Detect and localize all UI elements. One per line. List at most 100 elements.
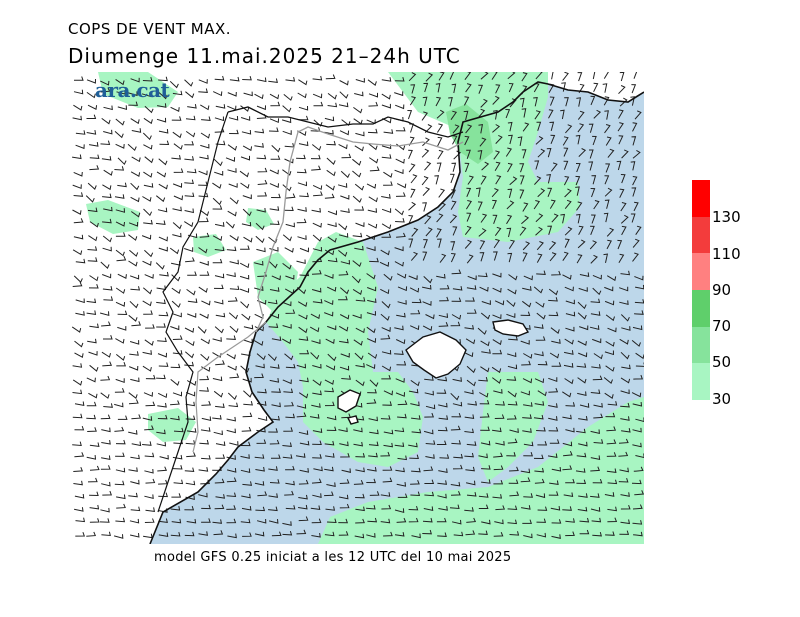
wind-barb: [73, 104, 83, 111]
wind-barb: [88, 351, 98, 356]
wind-barb: [87, 427, 97, 432]
wind-barb: [72, 281, 83, 287]
wind-barb: [479, 399, 490, 405]
wind-barb: [438, 322, 449, 327]
wind-barb: [465, 530, 476, 536]
wind-barb: [452, 124, 460, 134]
wind-barb: [86, 310, 97, 315]
border-spain-france: [227, 106, 464, 138]
wind-barb: [578, 225, 584, 236]
wind-barb: [215, 312, 226, 318]
wind-barb: [268, 519, 279, 524]
wind-barb: [508, 239, 516, 249]
wind-barb: [324, 387, 335, 393]
wind-barb: [184, 79, 194, 87]
wind-barb: [592, 531, 602, 537]
wind-barb: [533, 454, 544, 460]
wind-barb: [562, 465, 573, 471]
wind-barb: [480, 440, 491, 446]
wind-barb: [240, 518, 251, 524]
colorbar-segment: [692, 326, 710, 364]
wind-barb: [256, 439, 267, 444]
wind-barb: [341, 468, 351, 473]
wind-barb: [86, 114, 97, 119]
wind-barb: [576, 213, 581, 224]
wind-barb: [466, 441, 477, 446]
wind-barb: [618, 85, 626, 95]
wind-barb: [477, 272, 488, 278]
wind-barb: [255, 235, 265, 244]
wind-barb: [339, 503, 350, 509]
wind-barb: [299, 377, 309, 383]
wind-barb: [519, 189, 525, 199]
wind-barb: [381, 154, 392, 159]
wind-barb: [184, 208, 194, 214]
wind-barb: [563, 147, 569, 157]
wind-barb: [451, 519, 462, 525]
wind-barb: [131, 414, 142, 420]
wind-barb: [478, 530, 488, 535]
wind-barb: [590, 188, 596, 198]
wind-barb: [536, 532, 547, 538]
wind-barb: [339, 365, 350, 371]
wind-barb: [199, 260, 209, 266]
wind-barb: [537, 188, 546, 198]
wind-barb: [143, 208, 153, 217]
wind-barb: [130, 77, 140, 83]
wind-barbs: [71, 72, 644, 539]
wind-barb: [226, 477, 237, 483]
wind-barb: [324, 531, 335, 537]
wind-barb: [437, 493, 447, 499]
wind-barb: [631, 187, 637, 197]
wind-barb: [282, 301, 292, 307]
wind-barb: [257, 388, 267, 394]
wind-barb: [269, 169, 279, 175]
wind-barb: [324, 466, 334, 472]
wind-barb: [507, 352, 517, 358]
wind-barb: [89, 142, 99, 147]
wind-barb: [115, 208, 126, 213]
wind-barb: [408, 136, 415, 146]
wind-barb: [201, 416, 212, 422]
wind-barb: [171, 116, 182, 121]
wind-barb: [72, 209, 82, 215]
wind-barb: [591, 175, 597, 185]
wind-barb: [100, 414, 111, 420]
wind-barb: [115, 378, 125, 383]
wind-barb: [297, 301, 308, 307]
wind-barb: [72, 154, 82, 160]
wind-barb: [551, 339, 561, 344]
wind-barb: [411, 227, 419, 237]
wind-barb: [326, 426, 337, 432]
wind-barb: [341, 153, 352, 159]
wind-barb: [547, 453, 558, 459]
wind-barb: [226, 335, 236, 340]
wind-barb: [467, 400, 478, 406]
wind-barb: [562, 72, 569, 81]
wind-barb: [464, 72, 472, 80]
wind-barb: [493, 110, 498, 120]
wind-barb: [605, 163, 611, 173]
wind-barb: [621, 326, 631, 331]
wind-barb: [186, 168, 197, 174]
wind-barb: [621, 149, 629, 159]
wind-barb: [450, 491, 461, 496]
wind-barb: [480, 175, 487, 185]
wind-barb: [172, 206, 182, 212]
wind-barb: [560, 213, 566, 224]
wind-barb: [464, 428, 474, 434]
wind-barb: [355, 506, 365, 512]
wind-barb: [535, 72, 543, 80]
wind-barb: [172, 131, 182, 139]
wind-barb: [72, 413, 83, 419]
wind-barb: [560, 109, 565, 120]
wind-barb: [535, 135, 544, 145]
wind-barb: [632, 176, 638, 186]
wind-barb: [143, 310, 153, 315]
wind-barb: [366, 364, 376, 370]
wind-barb: [327, 353, 337, 362]
wind-barb: [352, 158, 362, 166]
wind-barb: [254, 143, 264, 148]
wind-barb: [327, 210, 337, 216]
wind-barb: [214, 222, 225, 227]
